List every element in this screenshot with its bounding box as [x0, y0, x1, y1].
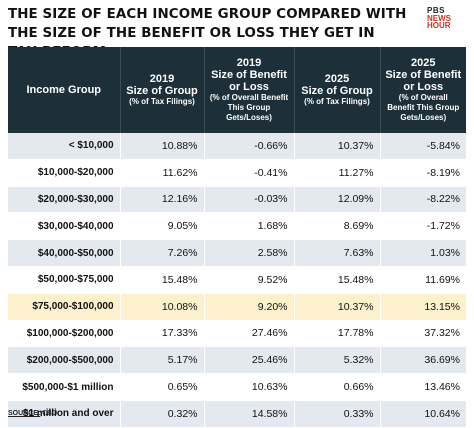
size-2025-cell: 11.27%	[294, 159, 381, 187]
table-row: $30,000-$40,000 9.05% 1.68% 8.69% -1.72%	[8, 212, 466, 241]
income-group-cell: $20,000-$30,000	[8, 186, 121, 214]
size-2019-cell: 17.33%	[120, 320, 205, 348]
size-2025-cell: 8.69%	[294, 212, 381, 241]
logo-line-2: NEWS	[427, 13, 451, 23]
header-main-label: Size of Benefit or Loss	[385, 69, 462, 93]
header-year: 2019	[149, 73, 175, 85]
income-group-cell: $40,000-$50,000	[8, 239, 121, 267]
income-group-cell: $500,000-$1 million	[8, 373, 121, 401]
size-2025-cell: 10.37%	[294, 133, 381, 160]
table-row: $40,000-$50,000 7.26% 2.58% 7.63% 1.03%	[8, 239, 466, 267]
benefit-2025-cell: -1.72%	[380, 212, 466, 241]
benefit-2025-cell: 1.03%	[380, 239, 466, 267]
table-header-row: Income Group 2019 Size of Group (% of Ta…	[8, 47, 466, 133]
benefit-2019-cell: -0.41%	[204, 159, 295, 187]
title-line-1: The size of each income group compared w…	[8, 7, 407, 22]
size-2019-cell: 10.88%	[120, 133, 205, 160]
table-row: $500,000-$1 million 0.65% 10.63% 0.66% 1…	[8, 373, 466, 401]
benefit-2019-cell: -0.66%	[204, 133, 295, 160]
table-row: < $10,000 10.88% -0.66% 10.37% -5.84%	[8, 133, 466, 160]
size-2025-cell: 0.66%	[294, 373, 381, 401]
income-group-cell: $30,000-$40,000	[8, 212, 121, 241]
benefit-2025-cell: 13.15%	[380, 293, 466, 321]
size-2019-cell: 0.32%	[120, 400, 205, 428]
benefit-2025-cell: 11.69%	[380, 266, 466, 294]
header-2025-size-of-group: 2025 Size of Group (% of Tax Filings)	[294, 47, 381, 133]
benefit-2019-cell: 9.20%	[204, 293, 295, 321]
table-row: $10,000-$20,000 11.62% -0.41% 11.27% -8.…	[8, 159, 466, 187]
benefit-2019-cell: 1.68%	[204, 212, 295, 241]
income-group-cell: $75,000-$100,000	[8, 293, 121, 321]
header-year: 2019	[236, 57, 262, 69]
table-row: $50,000-$75,000 15.48% 9.52% 15.48% 11.6…	[8, 266, 466, 294]
size-2019-cell: 5.17%	[120, 346, 205, 375]
size-2025-cell: 10.37%	[294, 293, 381, 321]
table-row: $200,000-$500,000 5.17% 25.46% 5.32% 36.…	[8, 346, 466, 375]
header-sub-label: (% of Overall Benefit This Group Gets/Lo…	[209, 93, 289, 122]
benefit-2019-cell: 9.52%	[204, 266, 295, 294]
size-2025-cell: 17.78%	[294, 320, 381, 348]
benefit-2025-cell: 10.64%	[380, 400, 466, 428]
income-group-cell: $10,000-$20,000	[8, 159, 121, 187]
table-row: $1 million and over 0.32% 14.58% 0.33% 1…	[8, 400, 466, 428]
header-year: 2025	[411, 57, 436, 69]
income-group-cell: < $10,000	[8, 133, 121, 160]
benefit-2019-cell: -0.03%	[204, 186, 295, 214]
header-2025-benefit-or-loss: 2025 Size of Benefit or Loss (% of Overa…	[380, 47, 466, 133]
benefit-2019-cell: 14.58%	[204, 400, 295, 428]
header-main-label: Size of Group	[126, 85, 198, 97]
header-income-group: Income Group	[8, 47, 121, 133]
size-2019-cell: 7.26%	[120, 239, 205, 267]
logo-line-3: HOUR	[427, 21, 451, 30]
pbs-newshour-logo: PBS NEWS HOUR	[427, 7, 467, 30]
income-group-table: Income Group 2019 Size of Group (% of Ta…	[8, 47, 466, 428]
header-sub-label: (% of Overall Benefit This Group Gets/Lo…	[387, 93, 460, 122]
benefit-2019-cell: 27.46%	[204, 320, 295, 348]
benefit-2025-cell: -8.19%	[380, 159, 466, 187]
income-group-cell: $50,000-$75,000	[8, 266, 121, 294]
header-main-label: Size of Benefit or Loss	[211, 69, 287, 93]
income-group-cell: $100,000-$200,000	[8, 320, 121, 348]
size-2019-cell: 11.62%	[120, 159, 205, 187]
size-2025-cell: 15.48%	[294, 266, 381, 294]
income-group-cell: $200,000-$500,000	[8, 346, 121, 375]
benefit-2019-cell: 2.58%	[204, 239, 295, 267]
source-text: CBO	[42, 410, 58, 417]
source-label: SOURCE:	[8, 410, 41, 417]
size-2025-cell: 5.32%	[294, 346, 381, 375]
source-note: SOURCE: CBO	[8, 410, 57, 417]
header-main-label: Size of Group	[301, 85, 373, 97]
size-2019-cell: 9.05%	[120, 212, 205, 241]
benefit-2019-cell: 25.46%	[204, 346, 295, 375]
size-2019-cell: 10.08%	[120, 293, 205, 321]
table-row: $100,000-$200,000 17.33% 27.46% 17.78% 3…	[8, 320, 466, 348]
benefit-2025-cell: -8.22%	[380, 186, 466, 214]
table-row-highlighted: $75,000-$100,000 10.08% 9.20% 10.37% 13.…	[8, 293, 466, 321]
benefit-2025-cell: 37.32%	[380, 320, 466, 348]
size-2025-cell: 0.33%	[294, 400, 381, 428]
benefit-2019-cell: 10.63%	[204, 373, 295, 401]
benefit-2025-cell: 36.69%	[380, 346, 466, 375]
table-body: < $10,000 10.88% -0.66% 10.37% -5.84% $1…	[8, 133, 466, 428]
table-row: $20,000-$30,000 12.16% -0.03% 12.09% -8.…	[8, 186, 466, 214]
logo-line-1: PBS	[427, 6, 445, 15]
header-2019-benefit-or-loss: 2019 Size of Benefit or Loss (% of Overa…	[204, 47, 295, 133]
size-2019-cell: 0.65%	[120, 373, 205, 401]
size-2025-cell: 7.63%	[294, 239, 381, 267]
header-sub-label: (% of Tax Filings)	[304, 97, 370, 106]
header-2019-size-of-group: 2019 Size of Group (% of Tax Filings)	[120, 47, 205, 133]
header-sub-label: (% of Tax Filings)	[129, 97, 195, 106]
benefit-2025-cell: -5.84%	[380, 133, 466, 160]
header-year: 2025	[324, 73, 350, 85]
header-income-group-label: Income Group	[26, 84, 102, 96]
size-2019-cell: 12.16%	[120, 186, 205, 214]
size-2019-cell: 15.48%	[120, 266, 205, 294]
benefit-2025-cell: 13.46%	[380, 373, 466, 401]
size-2025-cell: 12.09%	[294, 186, 381, 214]
